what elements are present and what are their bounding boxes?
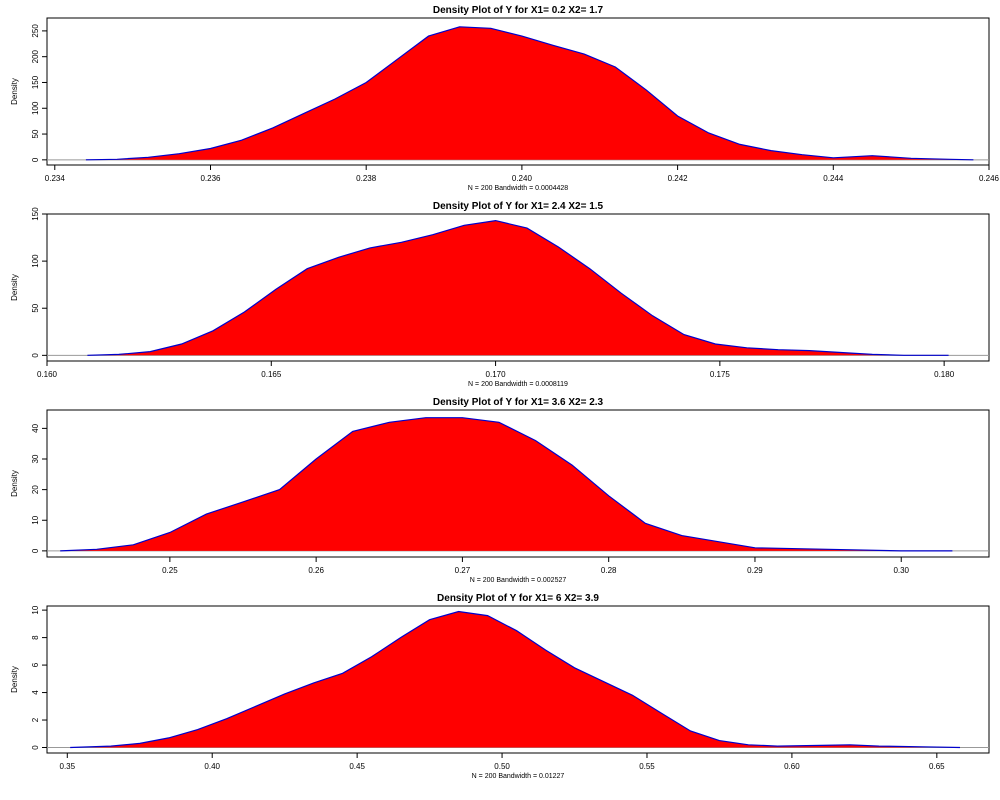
x-tick-label: 0.40: [204, 762, 220, 771]
plot-frame: [46, 605, 990, 754]
x-tick-label: 0.29: [747, 566, 763, 575]
density-area: [85, 26, 974, 160]
y-axis-label: Density: [10, 666, 19, 693]
density-chart-1: 0.234 0.236 0.238 0.240 0.242 0.244 0.246 0 50 10…: [10, 5, 1000, 192]
x-tick-label: 0.30: [893, 566, 909, 575]
y-tick-label: 50: [31, 129, 40, 138]
density-line: [60, 417, 953, 552]
x-tick-label: 0.45: [349, 762, 365, 771]
density-line: [87, 219, 949, 356]
y-axis-label: Density: [10, 274, 19, 301]
density-line: [70, 610, 961, 749]
y-tick-label: 30: [31, 454, 40, 463]
density-area: [60, 417, 953, 551]
x-tick-label: 0.65: [929, 762, 945, 771]
x-tick-label: 0.180: [934, 370, 955, 379]
sub-label: N = 200 Bandwidth = 0.01227: [472, 773, 565, 780]
chart-title: Density Plot of Y for X1= 2.4 X2= 1.5: [433, 201, 604, 212]
x-tick-label: 0.25: [162, 566, 178, 575]
plot-frame: [46, 409, 990, 558]
y-tick-label: 0: [31, 745, 40, 750]
y-tick-label: 50: [31, 303, 40, 312]
chart-title: Density Plot of Y for X1= 6 X2= 3.9: [437, 593, 599, 604]
x-tick-label: 0.236: [200, 174, 221, 183]
x-tick-label: 0.234: [45, 174, 66, 183]
plot-frame: [46, 213, 990, 362]
y-tick-label: 0: [31, 548, 40, 553]
y-tick-label: 150: [31, 75, 40, 89]
density-area: [87, 220, 949, 356]
sub-label: N = 200 Bandwidth = 0.002527: [470, 577, 567, 584]
y-tick-label: 250: [31, 24, 40, 38]
y-tick-label: 10: [31, 515, 40, 524]
x-tick-label: 0.242: [668, 174, 689, 183]
x-tick-label: 0.27: [455, 566, 471, 575]
x-tick-label: 0.26: [308, 566, 324, 575]
y-tick-label: 200: [31, 49, 40, 63]
y-tick-label: 0: [31, 353, 40, 358]
y-axis-label: Density: [10, 470, 19, 497]
y-tick-label: 100: [31, 254, 40, 268]
x-tick-label: 0.35: [60, 762, 76, 771]
plot-frame: [46, 17, 990, 166]
y-tick-label: 8: [31, 635, 40, 640]
y-tick-label: 2: [31, 717, 40, 722]
density-chart-4: 0.35 0.40 0.45 0.50 0.55 0.60 0.65 0 2 4 6 8 10 Densi…: [10, 593, 990, 780]
y-tick-label: 40: [31, 423, 40, 432]
x-tick-label: 0.28: [601, 566, 617, 575]
y-tick-label: 4: [31, 690, 40, 695]
y-tick-label: 10: [31, 605, 40, 614]
sub-label: N = 200 Bandwidth = 0.0004428: [468, 185, 569, 192]
x-tick-label: 0.238: [356, 174, 377, 183]
density-line: [85, 26, 974, 161]
x-tick-label: 0.60: [784, 762, 800, 771]
x-tick-label: 0.165: [261, 370, 282, 379]
chart-title: Density Plot of Y for X1= 3.6 X2= 2.3: [433, 397, 604, 408]
sub-label: N = 200 Bandwidth = 0.0008119: [468, 381, 568, 388]
x-tick-label: 0.170: [486, 370, 507, 379]
x-tick-label: 0.50: [494, 762, 510, 771]
x-tick-label: 0.246: [979, 174, 1000, 183]
x-tick-label: 0.244: [823, 174, 844, 183]
y-tick-label: 100: [31, 101, 40, 115]
x-tick-label: 0.55: [639, 762, 655, 771]
x-tick-label: 0.175: [710, 370, 731, 379]
y-tick-label: 20: [31, 485, 40, 494]
y-tick-label: 0: [31, 157, 40, 162]
y-axis-label: Density: [10, 78, 19, 105]
y-tick-label: 6: [31, 662, 40, 667]
density-area: [70, 611, 960, 748]
chart-title: Density Plot of Y for X1= 0.2 X2= 1.7: [433, 5, 604, 16]
x-tick-label: 0.160: [37, 370, 58, 379]
density-chart-2: 0.160 0.165 0.170 0.175 0.180 0 50 100 150 Densit…: [10, 201, 990, 388]
x-tick-label: 0.240: [512, 174, 533, 183]
density-chart-3: 0.25 0.26 0.27 0.28 0.29 0.30 0 10 20 30 40 Density…: [10, 397, 990, 584]
y-tick-label: 150: [31, 207, 40, 221]
